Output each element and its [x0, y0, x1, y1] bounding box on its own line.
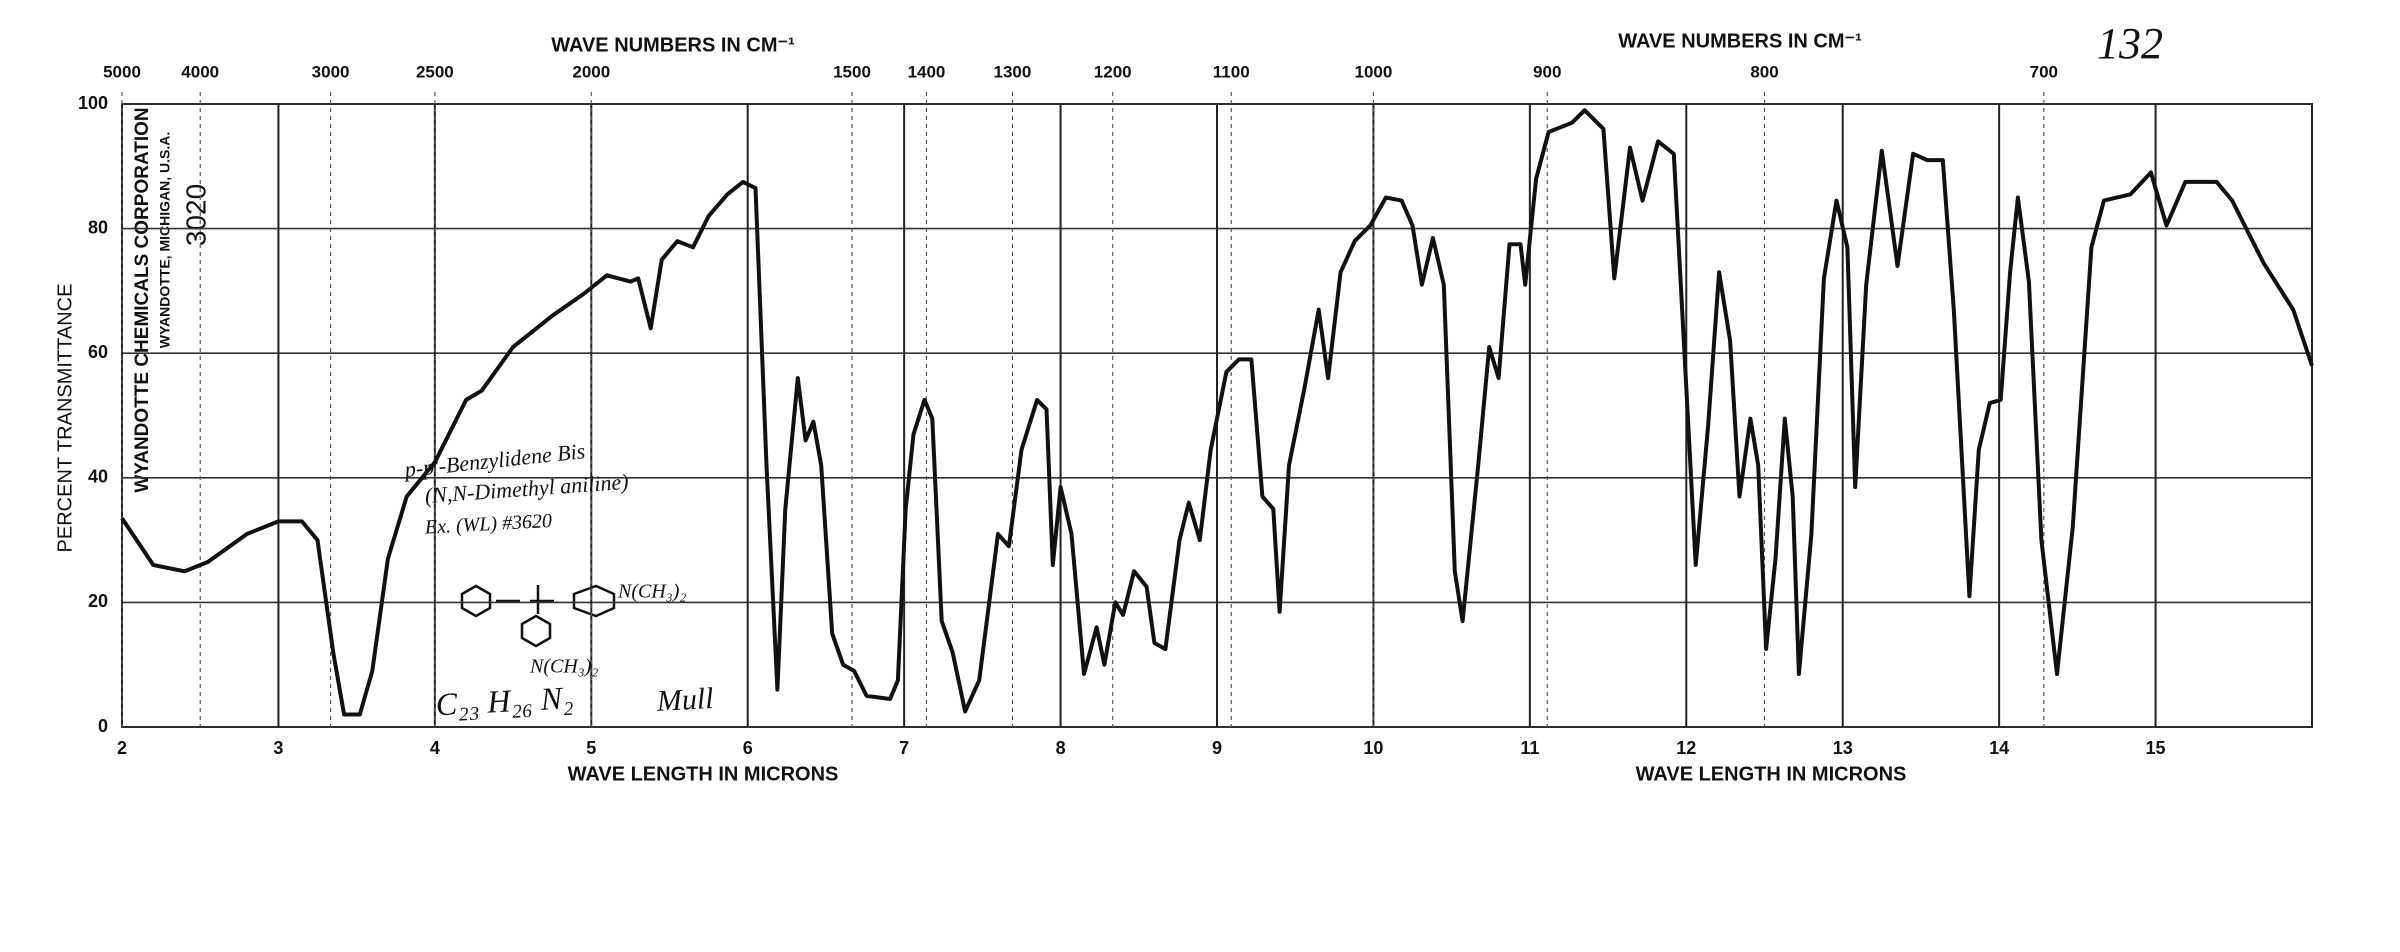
chart-number: 3020 [180, 184, 211, 246]
x2-tick-label: 700 [2030, 62, 2058, 81]
x-tick-label: 5 [586, 738, 596, 758]
y-tick-label: 100 [78, 93, 108, 113]
page-number: 132 [2097, 19, 2163, 68]
x2-tick-label: 5000 [103, 62, 141, 81]
x-tick-label: 6 [743, 738, 753, 758]
x-tick-label: 12 [1676, 738, 1696, 758]
x2-tick-label: 1300 [994, 62, 1032, 81]
x-tick-label: 2 [117, 738, 127, 758]
x-tick-label: 8 [1056, 738, 1066, 758]
x-axis-title: WAVE LENGTH IN MICRONS [1636, 763, 1907, 785]
y-tick-label: 40 [88, 467, 108, 487]
x2-tick-label: 1100 [1213, 62, 1250, 81]
x2-tick-label: 1400 [908, 62, 946, 81]
y-tick-label: 20 [88, 591, 108, 611]
x2-axis-title: WAVE NUMBERS IN CM⁻¹ [551, 34, 795, 56]
x2-tick-label: 2000 [572, 62, 610, 81]
x-tick-label: 3 [273, 738, 283, 758]
x2-axis-title: WAVE NUMBERS IN CM⁻¹ [1618, 30, 1862, 52]
x2-tick-label: 4000 [181, 62, 219, 81]
x2-tick-label: 3000 [312, 62, 350, 81]
x-tick-label: 10 [1363, 738, 1383, 758]
y-tick-label: 60 [88, 342, 108, 362]
spectrum-line [120, 108, 2314, 717]
x2-tick-label: 1200 [1094, 62, 1132, 81]
x-tick-label: 9 [1212, 738, 1222, 758]
company-name: WYANDOTTE CHEMICALS CORPORATION [132, 107, 153, 492]
company-location: WYANDOTTE, MICHIGAN, U.S.A. [157, 132, 173, 349]
annotation: Mull [655, 682, 714, 718]
x-tick-label: 13 [1833, 738, 1853, 758]
x2-tick-label: 900 [1533, 62, 1561, 81]
structure-drawing [460, 584, 616, 648]
x-tick-label: 7 [899, 738, 909, 758]
x2-tick-label: 1500 [833, 62, 871, 81]
annotation: C₂₃ H₂₆ N₂ [435, 679, 574, 722]
x2-tick-label: 1000 [1355, 62, 1393, 81]
annotation: N(CH₃)₂ [617, 581, 686, 603]
x-tick-label: 11 [1520, 738, 1539, 758]
x-tick-label: 15 [2146, 738, 2166, 758]
y-tick-label: 0 [98, 716, 108, 736]
x2-tick-label: 2500 [416, 62, 454, 81]
x2-tick-label: 800 [1750, 62, 1778, 81]
annotation: N(CH₃)₂ [529, 656, 598, 678]
y-axis-title: PERCENT TRANSMITTANCE [54, 284, 76, 553]
x-tick-label: 14 [1989, 738, 2009, 758]
y-tick-label: 80 [88, 217, 108, 237]
x-tick-label: 4 [430, 738, 440, 758]
x-axis-title: WAVE LENGTH IN MICRONS [568, 763, 839, 785]
